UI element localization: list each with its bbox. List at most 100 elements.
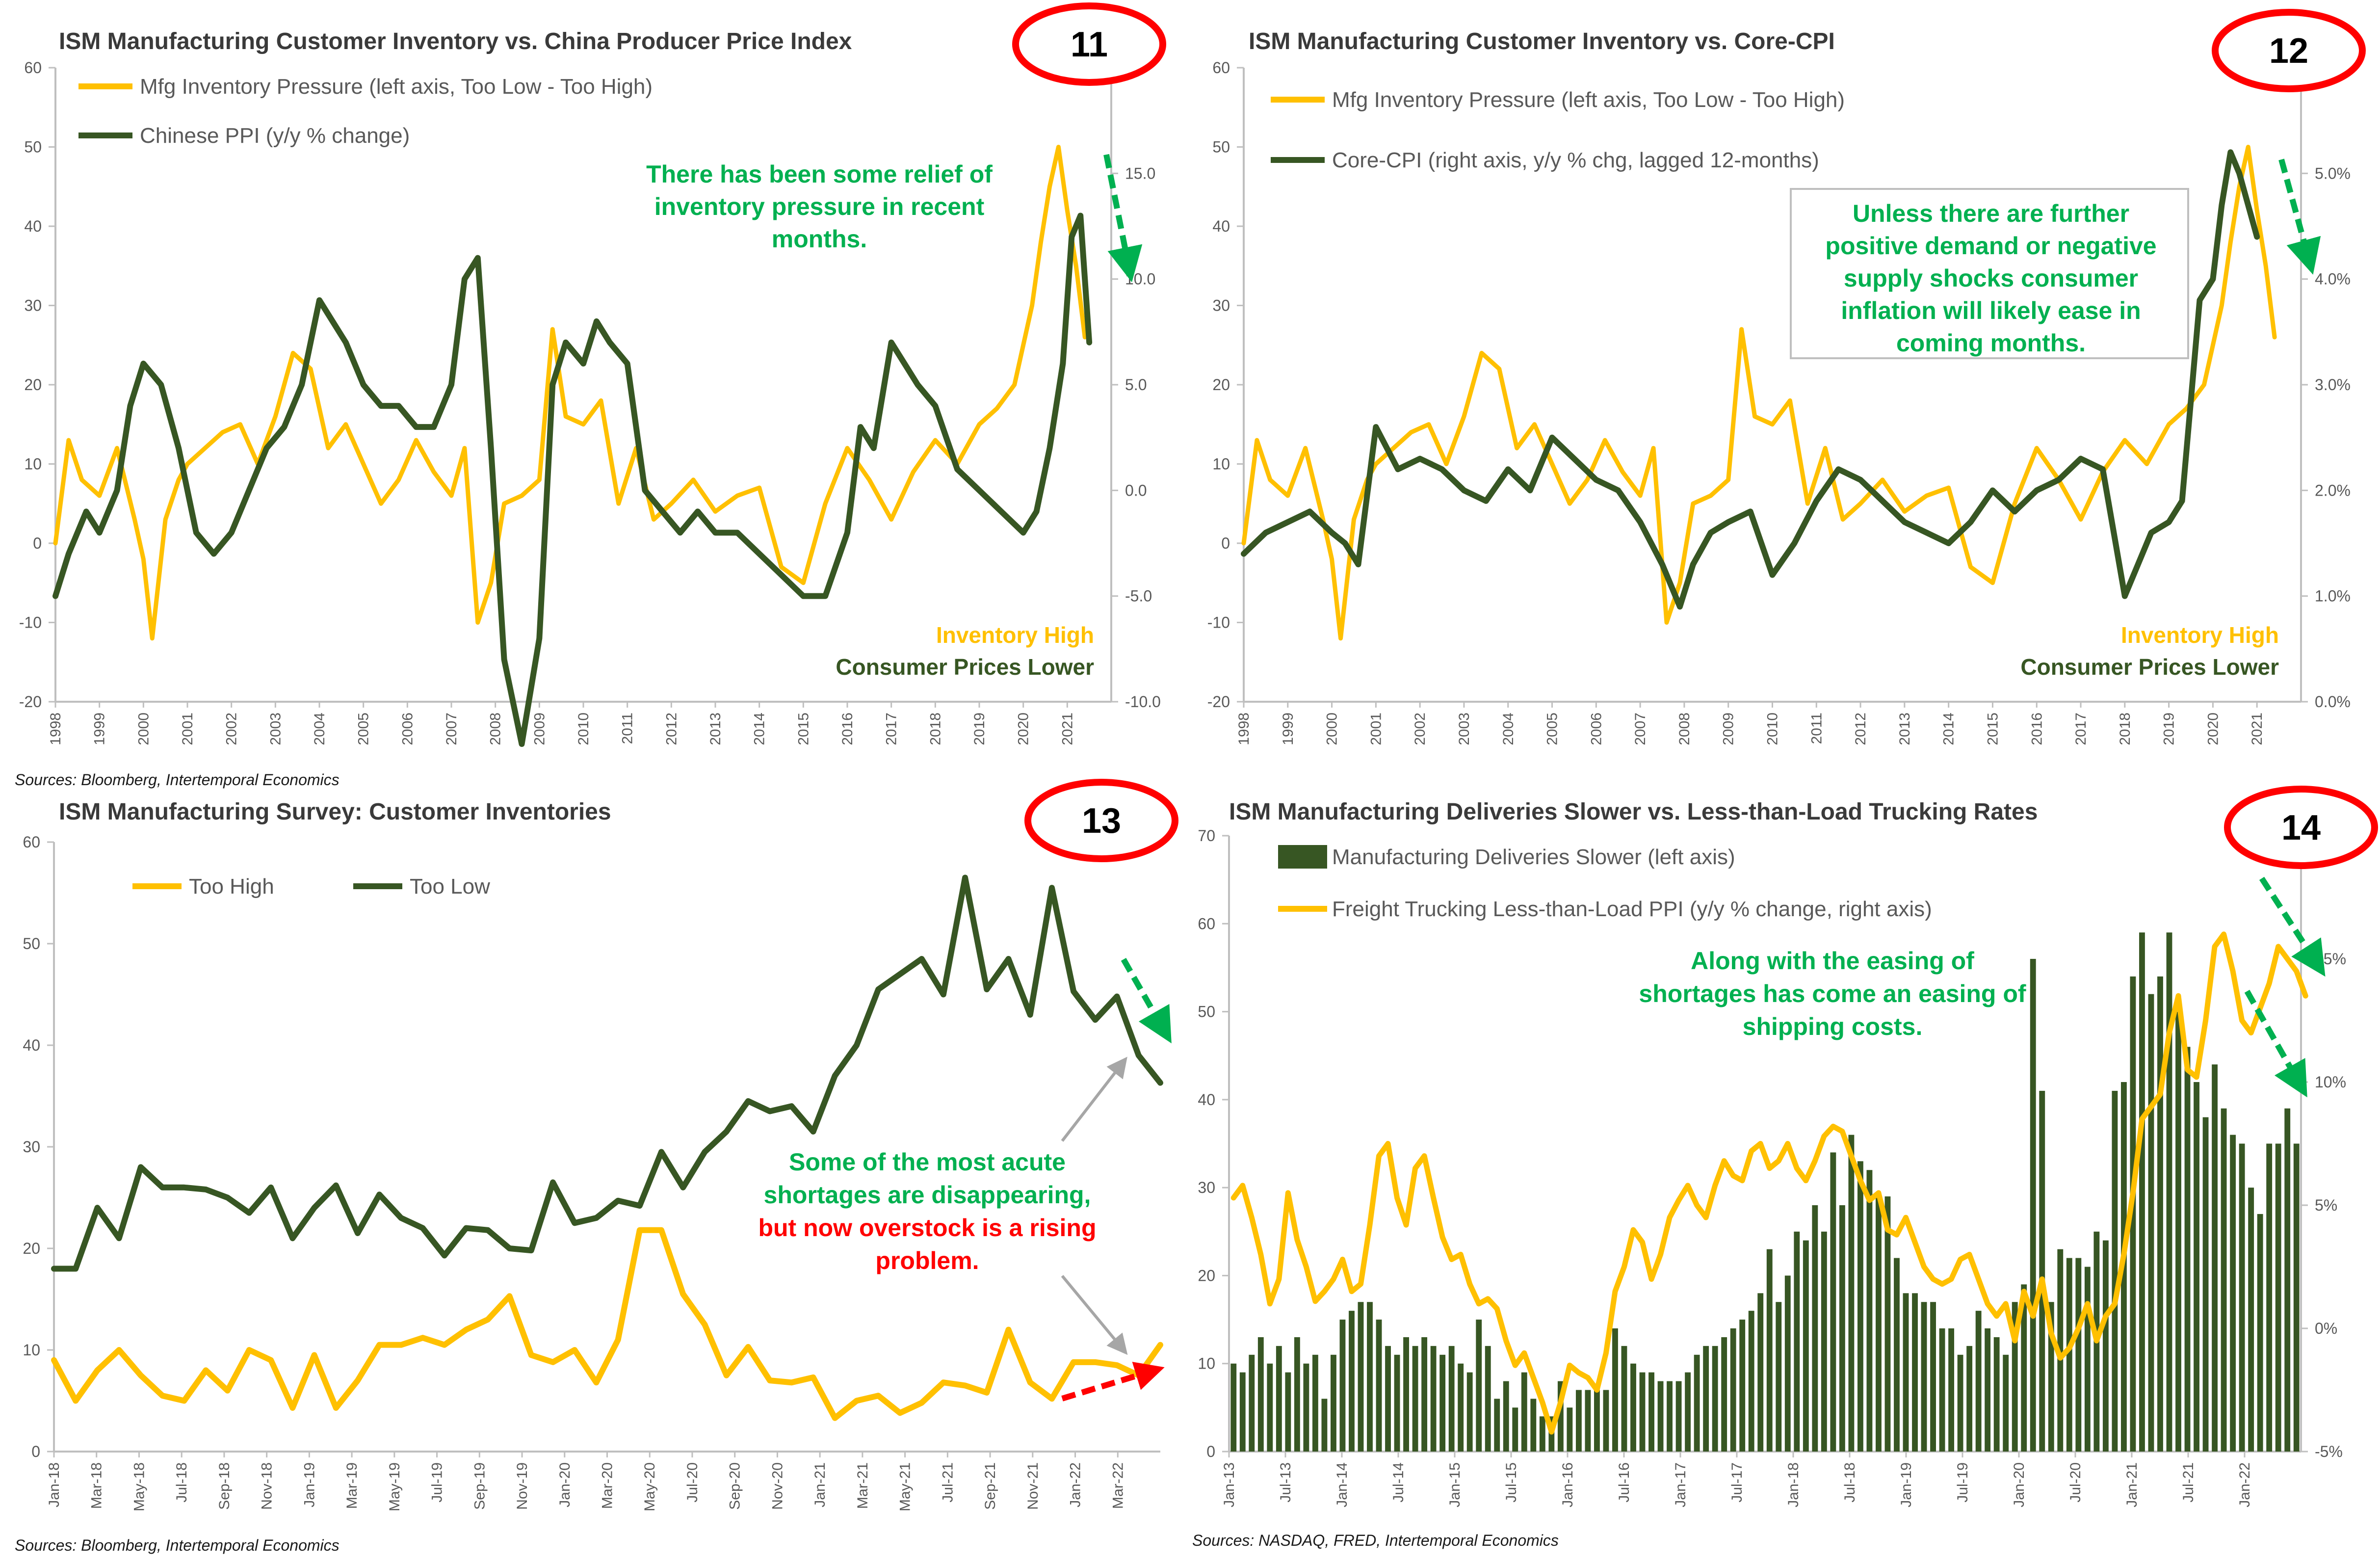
p12-x-tick-label: 2004 bbox=[1500, 713, 1517, 745]
p14-x-tick-label: Jul-16 bbox=[1616, 1462, 1632, 1503]
p14-x-tick-label: Jul-21 bbox=[2180, 1462, 2197, 1503]
p14-x-tick-label: Jul-13 bbox=[1278, 1462, 1294, 1503]
p14-bar bbox=[1394, 1354, 1400, 1452]
p14-bar bbox=[1476, 1320, 1482, 1452]
p12-y-right-tick-label: 2.0% bbox=[2315, 481, 2351, 499]
p11-x-tick-label: 2012 bbox=[663, 713, 680, 745]
p11-y-right-tick-label: 10.0 bbox=[1125, 270, 1155, 288]
p14-bar bbox=[1567, 1407, 1573, 1452]
p13-x-tick-label: Jan-20 bbox=[557, 1462, 573, 1507]
p12-x-tick-label: 1998 bbox=[1236, 713, 1252, 745]
p12-x-tick-label: 2013 bbox=[1897, 713, 1913, 745]
p13-y-tick-label: 10 bbox=[23, 1341, 40, 1359]
panel-13-pointer-too-high bbox=[1061, 1275, 1128, 1355]
p11-x-tick-label: 2003 bbox=[267, 713, 284, 745]
p11-y-left-tick-label: 60 bbox=[24, 59, 42, 77]
p14-bar bbox=[1948, 1328, 1955, 1452]
p14-bar bbox=[1421, 1337, 1428, 1452]
panel-13-badge-number: 13 bbox=[1082, 801, 1121, 841]
p13-x-tick-label: Jan-22 bbox=[1068, 1462, 1084, 1507]
p13-x-tick-label: Sep-20 bbox=[727, 1462, 743, 1510]
p12-x-tick-label: 2018 bbox=[2117, 713, 2133, 745]
p14-bar bbox=[1657, 1381, 1664, 1452]
p14-bar bbox=[2230, 1135, 2236, 1452]
p13-series-too-low bbox=[51, 874, 1163, 1272]
p14-bar bbox=[1957, 1354, 1963, 1452]
p14-series-trucking bbox=[1230, 931, 2308, 1435]
p14-bar bbox=[1876, 1196, 1882, 1452]
p14-bar bbox=[1985, 1328, 1991, 1452]
p11-x-tick-label: 2015 bbox=[795, 713, 811, 745]
p14-x-tick-label: Jan-16 bbox=[1560, 1462, 1576, 1507]
p14-bar bbox=[1894, 1258, 1900, 1452]
panel-13-y-axis: 0 10 20 30 40 50 60 bbox=[23, 833, 1160, 1460]
panel-11-legend-ppi: Chinese PPI (y/y % change) bbox=[140, 124, 410, 148]
panel-12-series bbox=[1241, 145, 2277, 641]
panel-14-note-line-1: Along with the easing of bbox=[1691, 947, 1974, 975]
p14-bar bbox=[1358, 1302, 1364, 1452]
p12-y-right-tick-label: 3.0% bbox=[2315, 376, 2351, 394]
p12-y-left-tick-label: 30 bbox=[1212, 297, 1230, 315]
p14-y-right-tick-label: 0% bbox=[2315, 1320, 2337, 1337]
panel-11-source: Sources: Bloomberg, Intertemporal Econom… bbox=[15, 771, 340, 789]
panel-12-x-axis: 1998 1999 2000 2001 2002 2003 2004 2005 2006 2007… bbox=[1236, 702, 2265, 745]
p14-bar bbox=[2194, 1082, 2199, 1452]
panel-14-y-axis-right: -5% 0% 5% 10% 15% bbox=[2300, 836, 2346, 1460]
p13-x-tick-label: Jul-19 bbox=[429, 1462, 445, 1503]
panel-12-y-axis-right: 0.0% 1.0% 2.0% 3.0% 4.0% 5.0% bbox=[2300, 68, 2351, 711]
p14-bar bbox=[1730, 1328, 1736, 1452]
p14-bar bbox=[1630, 1363, 1636, 1452]
p14-bar bbox=[2084, 1267, 2091, 1452]
p14-bar bbox=[2075, 1258, 2082, 1452]
p12-series-secondary bbox=[1241, 149, 2260, 610]
p11-x-tick-label: 2010 bbox=[575, 713, 592, 745]
panel-11-corner-inventory-high: Inventory High bbox=[936, 622, 1094, 648]
p12-y-right-tick-label: 5.0% bbox=[2315, 164, 2351, 182]
panel-13-source: Sources: Bloomberg, Intertemporal Econom… bbox=[15, 1536, 340, 1554]
p12-x-tick-label: 1999 bbox=[1280, 713, 1296, 745]
p14-x-tick-label: Jan-17 bbox=[1673, 1462, 1689, 1507]
p14-bar bbox=[1685, 1372, 1691, 1452]
p11-y-right-tick-label: 0.0 bbox=[1125, 481, 1147, 499]
p11-x-tick-label: 2014 bbox=[752, 713, 768, 745]
p14-bar bbox=[2202, 1117, 2209, 1452]
p14-y-left-tick-label: 40 bbox=[1198, 1091, 1215, 1109]
p14-y-left-tick-label: 20 bbox=[1198, 1267, 1215, 1284]
p14-bar bbox=[1648, 1372, 1654, 1452]
p11-y-left-tick-label: 50 bbox=[24, 138, 42, 156]
p14-x-tick-label: Jul-17 bbox=[1729, 1462, 1745, 1503]
p13-x-tick-label: Sep-19 bbox=[471, 1462, 488, 1510]
p14-bar bbox=[2030, 959, 2036, 1452]
p11-x-tick-label: 2002 bbox=[224, 713, 240, 745]
p13-y-tick-label: 50 bbox=[23, 935, 40, 952]
panel-14-legend-deliveries: Manufacturing Deliveries Slower (left ax… bbox=[1332, 845, 1735, 869]
p14-bar bbox=[1975, 1311, 1982, 1452]
p14-bar bbox=[1694, 1354, 1700, 1452]
p14-bar bbox=[1803, 1240, 1809, 1452]
p14-bar bbox=[1812, 1205, 1818, 1452]
p12-y-left-tick-label: -20 bbox=[1207, 693, 1230, 711]
p14-bar bbox=[1603, 1390, 1609, 1452]
p14-y-right-tick-label: 5% bbox=[2315, 1196, 2337, 1214]
panel-14-badge-number: 14 bbox=[2281, 808, 2321, 847]
p14-bar bbox=[2175, 1011, 2181, 1452]
p13-x-tick-label: Sep-18 bbox=[216, 1462, 233, 1510]
p12-x-tick-label: 2008 bbox=[1676, 713, 1693, 745]
p14-bar bbox=[1321, 1399, 1328, 1452]
p12-x-tick-label: 2011 bbox=[1808, 713, 1825, 744]
p14-bar bbox=[1739, 1320, 1746, 1452]
p14-y-right-tick-label: -5% bbox=[2315, 1443, 2343, 1460]
p14-bar bbox=[1794, 1231, 1800, 1452]
p11-series-inventory bbox=[53, 145, 1087, 641]
p13-x-tick-label: May-20 bbox=[642, 1462, 658, 1511]
p13-y-tick-label: 0 bbox=[31, 1443, 40, 1460]
p11-x-tick-label: 2016 bbox=[839, 713, 856, 745]
p13-y-tick-label: 20 bbox=[23, 1240, 40, 1257]
p14-bar bbox=[2148, 994, 2154, 1452]
p12-x-tick-label: 2007 bbox=[1632, 713, 1648, 745]
p14-bar bbox=[1884, 1196, 1891, 1452]
p14-bar bbox=[2275, 1143, 2281, 1452]
p14-bar bbox=[1267, 1363, 1273, 1452]
p11-x-tick-label: 2008 bbox=[488, 713, 504, 745]
